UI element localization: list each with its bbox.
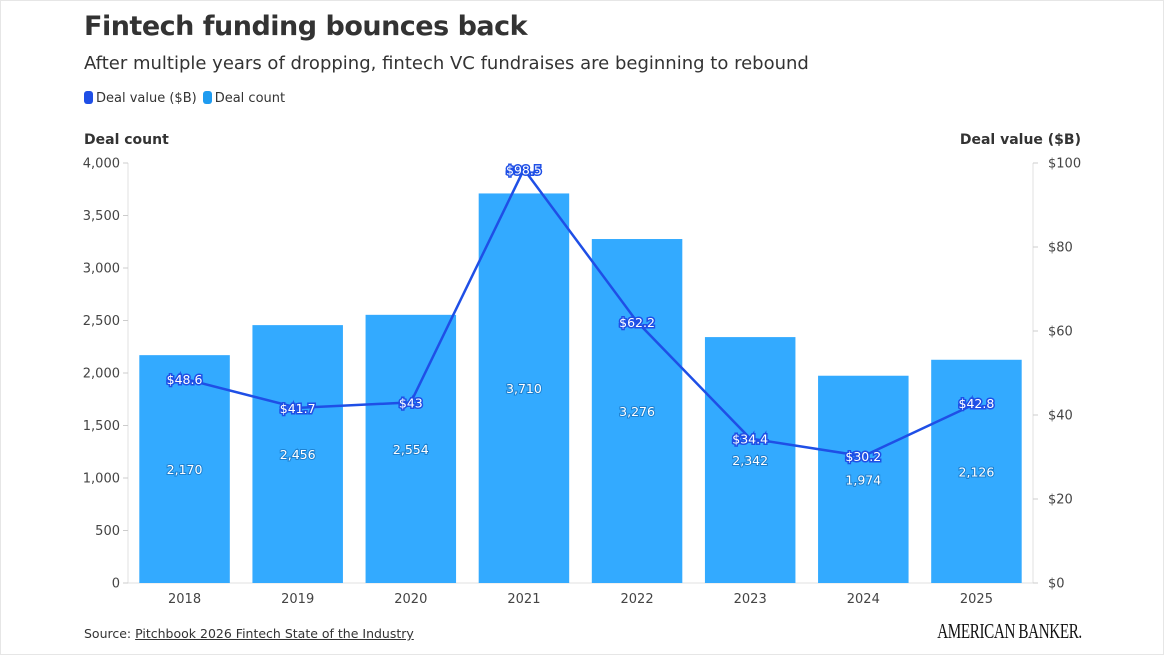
line-data-label: $98.5	[506, 162, 542, 177]
left-tick-label: 3,000	[83, 262, 120, 277]
x-tick-label: 2025	[960, 592, 993, 607]
x-tick-label: 2019	[281, 592, 314, 607]
bar-data-label: 2,554	[393, 442, 429, 457]
legend-swatch-icon	[84, 91, 93, 104]
line-data-label: $30.2	[845, 449, 881, 464]
bar-2023	[704, 337, 796, 583]
bar-data-label: 2,126	[959, 464, 995, 479]
right-tick-label: $0	[1048, 577, 1065, 592]
left-tick-label: 0	[112, 577, 120, 592]
line-point-2020	[408, 400, 413, 405]
bar-data-label: 1,974	[845, 472, 881, 487]
left-tick-label: 500	[95, 524, 120, 539]
bar-2019	[252, 325, 343, 583]
chart-subtitle: After multiple years of dropping, fintec…	[84, 53, 809, 74]
bar-2024	[818, 375, 909, 583]
legend-swatch-icon	[202, 91, 212, 104]
american-banker-logo: AMERICAN BANKER.	[937, 619, 1082, 643]
bar-data-label: 3,276	[619, 404, 655, 419]
line-data-label: $62.2	[619, 315, 655, 330]
line-point-2021	[521, 167, 526, 172]
deal-value-line	[184, 166, 977, 458]
left-tick-label: 1,500	[83, 419, 120, 434]
x-tick-label: 2021	[507, 592, 540, 607]
right-tick-label: $20	[1048, 493, 1073, 508]
right-tick-label: $60	[1048, 325, 1073, 340]
line-point-2025	[974, 401, 979, 406]
bar-2022	[591, 239, 683, 583]
legend-item-deal-value[interactable]: Deal value ($B)	[84, 91, 197, 106]
chart-title: Fintech funding bounces back	[84, 11, 528, 42]
bar-2025	[931, 359, 1022, 583]
bar-data-label: 2,456	[280, 447, 316, 462]
x-tick-label: 2023	[734, 592, 767, 607]
legend-item-deal-count[interactable]: Deal count	[202, 91, 285, 106]
bar-data-label: 2,170	[167, 462, 203, 477]
line-point-2018	[182, 376, 187, 381]
line-data-label: $34.4	[732, 432, 768, 447]
bar-2020	[365, 314, 457, 583]
line-point-2022	[635, 319, 640, 324]
x-tick-label: 2020	[394, 592, 427, 607]
legend: Deal value ($B) Deal count	[84, 91, 285, 106]
left-axis-title: Deal count	[84, 132, 169, 148]
bar-data-label: 2,342	[732, 453, 768, 468]
right-tick-label: $40	[1048, 409, 1073, 424]
line-data-label: $43	[399, 395, 423, 410]
left-tick-label: 4,000	[83, 157, 120, 172]
x-tick-label: 2022	[621, 592, 654, 607]
x-tick-label: 2024	[847, 592, 880, 607]
line-point-2024	[861, 454, 866, 459]
line-point-2023	[748, 436, 753, 441]
line-data-label: $41.7	[280, 401, 316, 416]
bar-2021	[478, 193, 570, 583]
left-tick-label: 2,000	[83, 367, 120, 382]
source-link[interactable]: Pitchbook 2026 Fintech State of the Indu…	[135, 626, 414, 641]
right-axis-title: Deal value ($B)	[959, 132, 1081, 148]
right-tick-label: $80	[1048, 241, 1073, 256]
bar-2018	[139, 355, 230, 583]
right-tick-label: $100	[1048, 157, 1081, 172]
bar-data-label: 3,710	[506, 381, 542, 396]
left-tick-label: 1,000	[83, 472, 120, 487]
left-tick-label: 3,500	[83, 209, 120, 224]
source-note: Source: Pitchbook 2026 Fintech State of …	[84, 626, 414, 641]
line-point-2019	[295, 405, 300, 410]
line-data-label: $42.8	[959, 396, 995, 411]
line-data-label: $48.6	[167, 372, 203, 387]
left-tick-label: 2,500	[83, 314, 120, 329]
x-tick-label: 2018	[168, 592, 201, 607]
